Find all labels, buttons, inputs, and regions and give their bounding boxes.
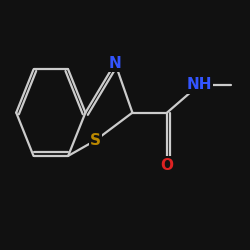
Text: NH: NH <box>186 77 212 92</box>
Text: S: S <box>90 133 101 148</box>
Text: N: N <box>109 56 122 71</box>
Text: O: O <box>160 158 173 173</box>
